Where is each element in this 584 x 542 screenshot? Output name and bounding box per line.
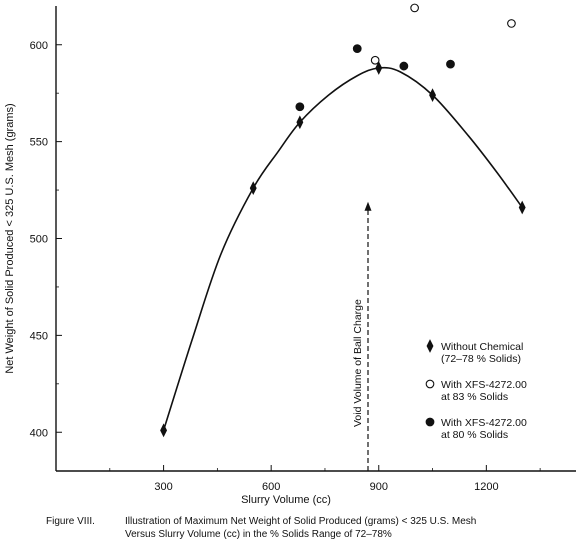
y-tick-label: 550 xyxy=(30,137,48,149)
legend-label: Without Chemical xyxy=(441,341,523,353)
data-points-layer xyxy=(160,3,526,438)
data-point-open-circle xyxy=(507,19,516,28)
void-volume-label: Void Volume of Ball Charge xyxy=(352,299,364,427)
annotation-layer: Void Volume of Ball Charge xyxy=(352,201,372,471)
x-tick-label: 900 xyxy=(370,481,388,493)
x-axis-title: Slurry Volume (cc) xyxy=(241,494,331,506)
caption-line-1: Illustration of Maximum Net Weight of So… xyxy=(125,516,476,527)
data-point-diamond xyxy=(296,115,304,130)
fit-curve-layer xyxy=(162,66,523,431)
data-point-filled-circle xyxy=(352,44,362,54)
legend-marker-filled-circle xyxy=(425,417,435,427)
legend-marker-diamond xyxy=(426,339,434,353)
caption-line-2: Versus Slurry Volume (cc) in the % Solid… xyxy=(125,529,392,540)
y-tick-label: 450 xyxy=(30,330,48,342)
fit-curve xyxy=(162,66,523,431)
data-point-diamond xyxy=(375,61,383,75)
legend: Without Chemical(72–78 % Solids) With XFS… xyxy=(425,339,527,441)
y-tick-label: 400 xyxy=(30,427,48,439)
legend-label: at 83 % Solids xyxy=(441,391,508,403)
legend-label: (72–78 % Solids) xyxy=(441,353,521,365)
y-tick-label: 600 xyxy=(30,40,48,52)
data-point-filled-circle xyxy=(399,61,409,71)
data-point-diamond xyxy=(249,181,257,196)
x-tick-label: 1200 xyxy=(474,481,498,493)
x-tick-label: 600 xyxy=(262,481,280,493)
y-ticks: 400 450 500 550 600 xyxy=(30,40,62,439)
legend-label: at 80 % Solids xyxy=(441,429,508,441)
arrow-head-icon xyxy=(364,201,372,211)
data-point-diamond xyxy=(160,423,168,438)
y-tick-label: 500 xyxy=(30,234,48,246)
legend-label: With XFS-4272.00 xyxy=(441,417,527,429)
data-point-filled-circle xyxy=(295,102,305,112)
caption-label: Figure VIII. xyxy=(46,516,95,527)
data-point-diamond xyxy=(429,88,436,103)
data-point-open-circle xyxy=(370,55,380,65)
x-tick-label: 300 xyxy=(154,481,172,493)
data-point-diamond xyxy=(518,200,526,215)
data-point-filled-circle xyxy=(446,59,455,69)
x-ticks: 300 600 900 1200 xyxy=(109,465,541,493)
legend-marker-open-circle xyxy=(425,379,435,389)
data-point-open-circle xyxy=(410,3,419,13)
y-axis-title: Net Weight of Solid Produced < 325 U.S. … xyxy=(4,103,16,373)
caption: Figure VIII. Illustration of Maximum Net… xyxy=(46,516,476,540)
legend-label: With XFS-4272.00 xyxy=(441,379,527,391)
